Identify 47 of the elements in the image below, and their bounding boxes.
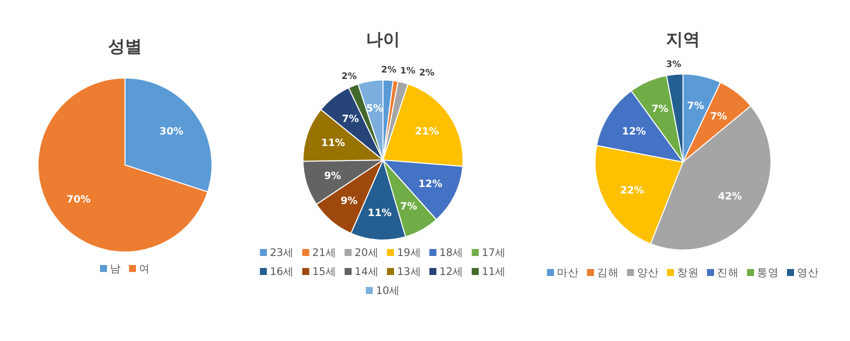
legend-label: 양산 xyxy=(637,267,659,279)
legend-label: 12세 xyxy=(439,266,464,278)
legend-label: 23세 xyxy=(270,247,294,259)
data-label: 7% xyxy=(651,104,668,116)
legend-label: 19세 xyxy=(397,247,422,259)
legend-label: 여 xyxy=(139,263,150,275)
data-label: 9% xyxy=(324,171,342,182)
legend-label: 영산 xyxy=(797,267,819,279)
data-label: 2% xyxy=(342,72,357,82)
data-label: 7% xyxy=(400,202,418,213)
data-label: 7% xyxy=(687,100,704,112)
data-label: 3% xyxy=(666,60,682,70)
legend-label: 13세 xyxy=(397,266,422,278)
data-label: 42% xyxy=(718,192,742,203)
data-label: 12% xyxy=(622,126,646,138)
legend-label: 마산 xyxy=(557,267,579,279)
legend-label: 18세 xyxy=(439,247,464,259)
legend-label: 17세 xyxy=(482,247,506,259)
legend-label: 20세 xyxy=(354,247,379,259)
data-label: 22% xyxy=(620,185,644,196)
legend-label: 21세 xyxy=(312,247,337,259)
chart-title: 지역 xyxy=(666,30,700,50)
legend-label: 남 xyxy=(110,263,121,275)
legend-label: 창원 xyxy=(677,267,699,279)
legend-label: 15세 xyxy=(312,266,337,278)
data-label: 30% xyxy=(159,126,184,138)
chart-title: 나이 xyxy=(366,30,400,50)
legend-label: 11세 xyxy=(482,266,506,278)
legend-label: 김해 xyxy=(597,267,619,279)
data-label: 21% xyxy=(414,126,439,138)
legend-label: 14세 xyxy=(354,266,379,278)
data-label: 12% xyxy=(418,178,442,190)
legend-label: 16세 xyxy=(270,266,294,278)
data-label: 9% xyxy=(340,196,358,207)
data-label: 5% xyxy=(366,103,384,114)
data-label: 11% xyxy=(321,138,346,150)
chart-title: 성별 xyxy=(108,37,142,57)
data-label: 2% xyxy=(381,66,396,76)
data-label: 70% xyxy=(66,194,91,206)
data-label: 2% xyxy=(419,68,434,78)
data-label: 11% xyxy=(368,208,392,220)
data-label: 7% xyxy=(342,114,359,125)
data-label: 1% xyxy=(400,66,416,77)
data-label: 7% xyxy=(710,112,728,123)
legend-label: 통영 xyxy=(757,267,779,279)
legend-label: 10세 xyxy=(376,285,400,297)
legend-label: 진해 xyxy=(717,267,739,279)
